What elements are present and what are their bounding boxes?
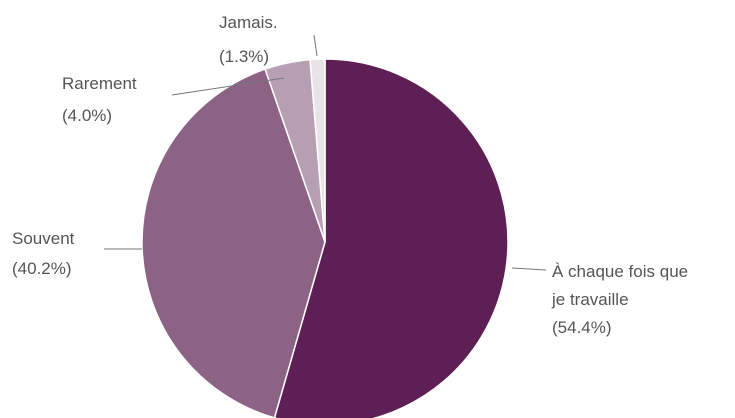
slice-percent-rarement: (4.0%)	[62, 106, 112, 125]
leader-line-a-chaque-fois-que	[511, 267, 547, 271]
slice-label-a-chaque-fois-que-line2: je travaille	[551, 290, 629, 309]
slice-percent-souvent: (40.2%)	[12, 259, 72, 278]
leader-line-jamais	[313, 34, 318, 57]
slice-label-a-chaque-fois-que: À chaque fois que	[552, 262, 688, 281]
leader-line-rarement	[171, 77, 285, 96]
pie-slice-souvent	[141, 68, 326, 418]
pie-slice-a-chaque-fois-que	[273, 58, 509, 418]
slice-label-jamais: Jamais.	[219, 13, 278, 32]
slice-label-souvent: Souvent	[12, 229, 75, 248]
slice-percent-jamais: (1.3%)	[219, 47, 269, 66]
pie-slice-jamais	[309, 58, 326, 243]
slice-label-rarement: Rarement	[62, 74, 137, 93]
slice-percent-a-chaque-fois-que: (54.4%)	[552, 318, 612, 337]
